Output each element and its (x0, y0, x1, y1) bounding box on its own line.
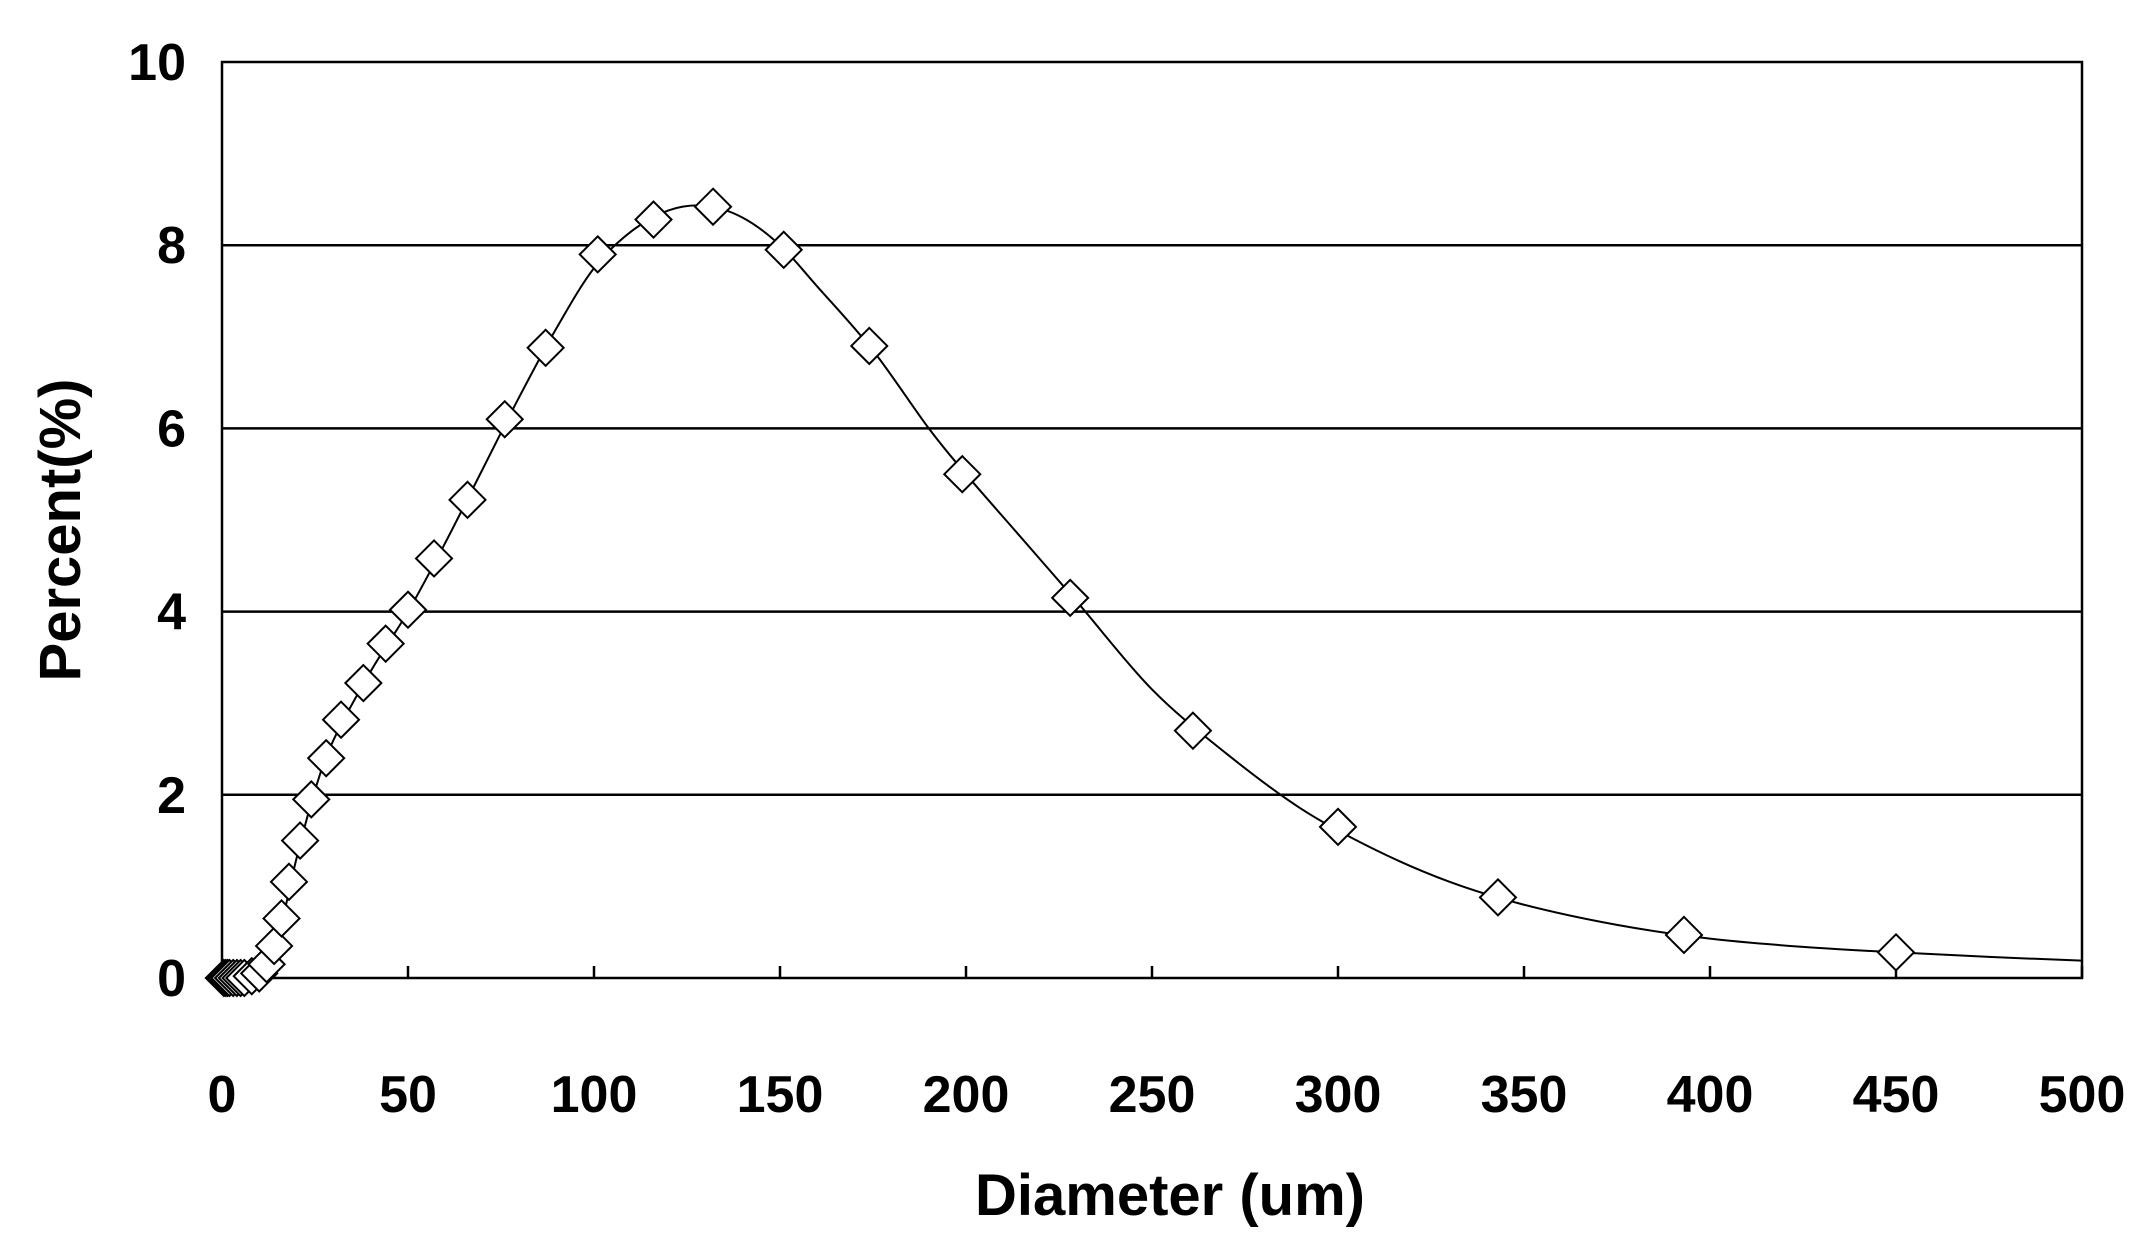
x-axis-title: Diameter (um) (975, 1163, 1365, 1228)
x-tick-label: 300 (1295, 1066, 1382, 1124)
data-point-marker-34 (1478, 877, 1518, 917)
x-tick-label: 200 (923, 1066, 1010, 1124)
data-point-marker-30 (942, 454, 982, 494)
x-axis-ticks: 0 50 100 150 200 250 300 350 400 450 500 (208, 966, 2126, 1124)
data-point-marker-21 (414, 539, 454, 578)
x-tick-label: 0 (208, 1066, 237, 1124)
data-point-marker-11 (254, 926, 294, 966)
data-point-marker-20 (388, 590, 428, 630)
data-point-marker-23 (485, 399, 525, 439)
x-tick-label: 500 (2039, 1066, 2126, 1124)
x-tick-label: 250 (1109, 1066, 1196, 1124)
y-tick-label: 4 (157, 584, 186, 642)
data-point-marker-35 (1664, 915, 1704, 955)
data-point-marker-36 (1876, 932, 1916, 972)
x-tick-label: 350 (1481, 1066, 1568, 1124)
data-point-marker-18 (343, 663, 383, 703)
plot-area-frame (220, 60, 2084, 980)
data-point-marker-14 (280, 821, 320, 861)
y-tick-label: 2 (157, 767, 186, 825)
x-tick-label: 150 (737, 1066, 824, 1124)
data-point-marker-29 (849, 326, 889, 366)
data-point-marker-13 (269, 862, 309, 902)
y-axis-title: Percent(%) (28, 379, 93, 682)
y-tick-label: 8 (157, 217, 186, 275)
x-tick-label: 400 (1667, 1066, 1754, 1124)
data-point-marker-16 (306, 738, 346, 778)
fitted-curve (221, 204, 2083, 979)
data-point-marker-19 (366, 624, 406, 664)
data-point-marker-26 (634, 200, 673, 239)
data-point-marker-24 (526, 328, 566, 368)
data-markers (204, 187, 1916, 998)
y-axis-ticks: 0 2 4 6 8 10 (128, 34, 186, 1008)
y-tick-label: 6 (157, 400, 186, 458)
data-point-marker-25 (578, 234, 618, 274)
x-tick-label: 50 (379, 1066, 437, 1124)
x-tick-label: 100 (551, 1066, 638, 1124)
x-tick-label: 450 (1853, 1066, 1940, 1124)
data-point-marker-33 (1318, 807, 1358, 847)
data-point-marker-31 (1050, 578, 1090, 618)
data-point-marker-22 (448, 480, 487, 520)
data-point-marker-12 (262, 899, 301, 938)
horizontal-gridlines (222, 243, 2082, 797)
data-point-marker-28 (764, 230, 804, 270)
data-point-marker-32 (1173, 711, 1213, 751)
y-tick-label: 0 (157, 950, 186, 1008)
data-point-marker-17 (321, 700, 361, 740)
y-tick-label: 10 (128, 34, 186, 92)
data-point-marker-15 (291, 779, 331, 819)
data-point-marker-27 (693, 187, 733, 227)
